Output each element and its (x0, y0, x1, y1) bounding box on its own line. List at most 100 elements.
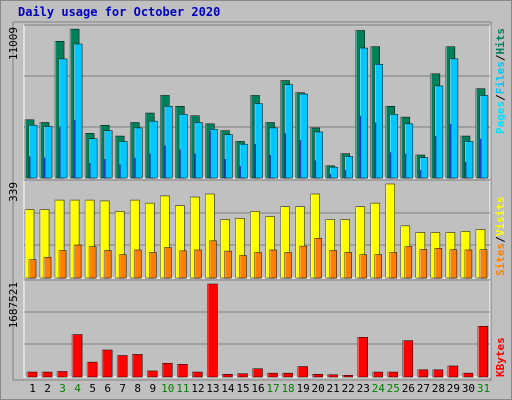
sites-bar-day-16 (254, 252, 262, 279)
x-tick-label-day-30: 30 (462, 382, 475, 395)
legend-panel-1-item-3: Files (494, 61, 507, 94)
sites-bar-day-20 (314, 238, 322, 279)
files-bar-day-19 (299, 93, 308, 179)
files-bar-day-20 (314, 131, 323, 179)
sites-bar-day-31 (479, 249, 488, 279)
plot-frame (12, 21, 492, 381)
legend-panel-2-item-3: Visits (494, 197, 507, 237)
sites-bar-day-5 (88, 246, 97, 279)
pages-bar-day-11 (179, 149, 181, 178)
x-tick-label-day-9: 9 (149, 382, 156, 395)
x-tick-label-day-18: 18 (281, 382, 294, 395)
chart-title: Daily usage for October 2020 (18, 5, 221, 19)
files-bar-day-29 (449, 58, 459, 179)
sites-bar-day-13 (209, 240, 217, 279)
x-tick-label-day-28: 28 (432, 382, 445, 395)
legend-panel-2-item-1: Sites (494, 243, 507, 276)
files-bar-day-25 (389, 114, 399, 179)
kbytes-bar-day-3 (56, 371, 68, 378)
files-bar-day-9 (149, 120, 158, 179)
kbytes-bar-day-8 (131, 354, 143, 378)
x-tick-label-day-24: 24 (372, 382, 386, 395)
files-bar-day-24 (374, 64, 383, 179)
pages-bar-day-31 (479, 138, 482, 178)
kbytes-bar-day-6 (101, 349, 113, 378)
x-tick-label-day-14: 14 (221, 382, 235, 395)
files-bar-day-17 (269, 127, 278, 179)
sites-bar-day-27 (419, 249, 428, 279)
sites-bar-day-14 (224, 250, 232, 279)
pages-bar-day-8 (134, 157, 136, 178)
kbytes-bar-day-25 (387, 371, 399, 378)
legend-panel-1-item-5: Hits (494, 28, 507, 55)
pages-bar-day-6 (104, 159, 106, 178)
files-bar-day-28 (434, 85, 444, 179)
sites-bar-day-24 (374, 254, 382, 279)
sites-bar-day-30 (464, 249, 473, 279)
sites-bar-day-7 (118, 254, 127, 279)
files-bar-day-11 (179, 114, 188, 179)
files-bar-day-10 (164, 106, 173, 179)
y-axis-max-label-panel-2: 339 (7, 182, 20, 202)
kbytes-bar-day-29 (447, 365, 459, 378)
x-tick-label-day-8: 8 (134, 382, 141, 395)
kbytes-bar-day-24 (372, 371, 383, 378)
files-bar-day-4 (73, 43, 83, 179)
x-tick-label-day-1: 1 (29, 382, 36, 395)
y-axis-max-label-panel-1: 11009 (7, 27, 20, 60)
pages-bar-day-26 (404, 153, 407, 178)
files-bar-day-16 (254, 103, 263, 179)
files-bar-day-18 (284, 84, 293, 179)
pages-bar-day-4 (74, 119, 76, 178)
x-tick-label-day-22: 22 (342, 382, 355, 395)
legend-panel-1-item-4: / (494, 54, 507, 61)
kbytes-bar-day-10 (162, 362, 173, 378)
legend-kbytes: KBytes (494, 337, 507, 377)
pages-bar-day-23 (359, 115, 362, 178)
sites-bar-day-9 (149, 252, 157, 279)
x-tick-label-day-23: 23 (357, 382, 370, 395)
files-bar-day-14 (224, 134, 233, 179)
pages-bar-day-28 (434, 136, 437, 178)
pages-bar-day-20 (314, 160, 317, 178)
pages-bar-day-7 (119, 164, 121, 178)
pages-bar-day-2 (44, 157, 46, 178)
pages-bar-day-10 (164, 145, 166, 178)
legend-panel-2-item-2: / (494, 236, 507, 243)
sites-bar-day-17 (269, 249, 277, 279)
x-tick-label-day-2: 2 (44, 382, 51, 395)
pages-bar-day-12 (194, 153, 196, 178)
x-tick-label-day-27: 27 (417, 382, 430, 395)
kbytes-bar-day-23 (357, 337, 368, 378)
x-tick-label-day-6: 6 (104, 382, 111, 395)
pages-bar-day-21 (329, 173, 332, 178)
pages-bar-day-29 (449, 123, 452, 178)
sites-bar-day-21 (329, 250, 337, 279)
pages-bar-day-3 (59, 126, 61, 178)
files-bar-day-3 (58, 58, 68, 179)
kbytes-bar-day-11 (177, 364, 188, 378)
pages-bar-day-14 (224, 159, 226, 178)
files-bar-day-15 (239, 143, 248, 179)
legend-panel-1-item-2: / (494, 94, 507, 101)
x-tick-label-day-20: 20 (312, 382, 325, 395)
files-bar-day-6 (103, 130, 113, 179)
pages-bar-day-15 (239, 165, 241, 178)
x-tick-label-day-17: 17 (266, 382, 279, 395)
pages-bar-day-16 (254, 144, 256, 178)
pages-bar-day-1 (29, 156, 31, 178)
x-tick-label-day-3: 3 (59, 382, 66, 395)
sites-bar-day-4 (73, 244, 82, 279)
files-bar-day-12 (194, 122, 203, 179)
kbytes-bar-day-15 (237, 373, 248, 378)
sites-bar-day-12 (194, 249, 202, 279)
files-bar-day-26 (404, 123, 414, 179)
sites-bar-day-8 (133, 249, 142, 279)
files-bar-day-2 (43, 126, 53, 179)
sites-bar-day-22 (344, 252, 352, 279)
kbytes-bar-day-5 (86, 361, 98, 378)
kbytes-bar-day-19 (297, 366, 308, 378)
kbytes-bar-day-7 (116, 355, 128, 378)
kbytes-bar-day-21 (327, 374, 338, 378)
x-tick-label-day-21: 21 (327, 382, 340, 395)
